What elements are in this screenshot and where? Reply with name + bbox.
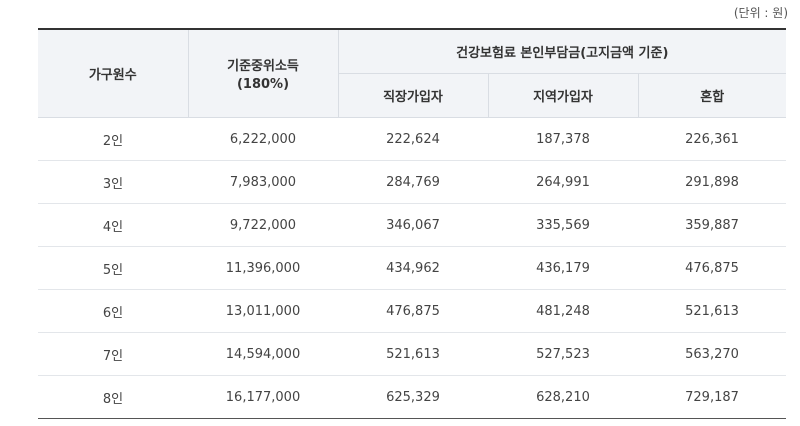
cell-mixed: 729,187 (638, 375, 787, 419)
table-header: 가구원수 기준중위소득 (180%) 건강보험료 본인부담금(고지금액 기준) … (38, 29, 787, 118)
header-median-income-pct: (180%) (236, 77, 290, 92)
cell-regional: 335,569 (488, 203, 638, 247)
cell-mixed: 563,270 (638, 332, 787, 376)
cell-regional: 264,991 (488, 160, 638, 204)
cell-household: 2인 (38, 117, 188, 161)
cell-regional: 628,210 (488, 375, 638, 419)
cell-employee: 434,962 (338, 246, 488, 290)
header-median-income-label: 기준중위소득 (227, 59, 299, 74)
table-row: 5인 11,396,000 434,962 436,179 476,875 (38, 246, 787, 290)
cell-household: 5인 (38, 246, 188, 290)
cell-income: 9,722,000 (188, 203, 338, 247)
cell-employee: 284,769 (338, 160, 488, 204)
cell-regional: 187,378 (488, 117, 638, 161)
table-row: 7인 14,594,000 521,613 527,523 563,270 (38, 332, 787, 376)
cell-household: 6인 (38, 289, 188, 333)
cell-employee: 346,067 (338, 203, 488, 247)
table-body: 2인 6,222,000 222,624 187,378 226,361 3인 … (38, 117, 787, 419)
cell-income: 16,177,000 (188, 375, 338, 419)
unit-label: (단위 : 원) (733, 6, 788, 20)
cell-household: 8인 (38, 375, 188, 419)
cell-employee: 521,613 (338, 332, 488, 376)
cell-employee: 222,624 (338, 117, 488, 161)
header-median-income: 기준중위소득 (180%) (188, 29, 339, 118)
cell-mixed: 476,875 (638, 246, 787, 290)
cell-regional: 527,523 (488, 332, 638, 376)
cell-household: 7인 (38, 332, 188, 376)
header-employee: 직장가입자 (338, 73, 489, 118)
cell-household: 3인 (38, 160, 188, 204)
premium-table: 가구원수 기준중위소득 (180%) 건강보험료 본인부담금(고지금액 기준) … (38, 28, 787, 419)
table-row: 6인 13,011,000 476,875 481,248 521,613 (38, 289, 787, 333)
table-row: 8인 16,177,000 625,329 628,210 729,187 (38, 375, 787, 419)
cell-mixed: 226,361 (638, 117, 787, 161)
table-row: 4인 9,722,000 346,067 335,569 359,887 (38, 203, 787, 247)
header-premium-group: 건강보험료 본인부담금(고지금액 기준) (338, 29, 787, 74)
cell-household: 4인 (38, 203, 188, 247)
cell-income: 11,396,000 (188, 246, 338, 290)
cell-mixed: 291,898 (638, 160, 787, 204)
cell-employee: 476,875 (338, 289, 488, 333)
header-regional: 지역가입자 (488, 73, 639, 118)
cell-mixed: 521,613 (638, 289, 787, 333)
cell-income: 6,222,000 (188, 117, 338, 161)
cell-income: 13,011,000 (188, 289, 338, 333)
header-mixed: 혼합 (638, 73, 787, 118)
table-row: 2인 6,222,000 222,624 187,378 226,361 (38, 117, 787, 161)
cell-regional: 481,248 (488, 289, 638, 333)
cell-income: 14,594,000 (188, 332, 338, 376)
cell-regional: 436,179 (488, 246, 638, 290)
table-row: 3인 7,983,000 284,769 264,991 291,898 (38, 160, 787, 204)
cell-mixed: 359,887 (638, 203, 787, 247)
cell-employee: 625,329 (338, 375, 488, 419)
cell-income: 7,983,000 (188, 160, 338, 204)
header-household: 가구원수 (38, 29, 189, 118)
